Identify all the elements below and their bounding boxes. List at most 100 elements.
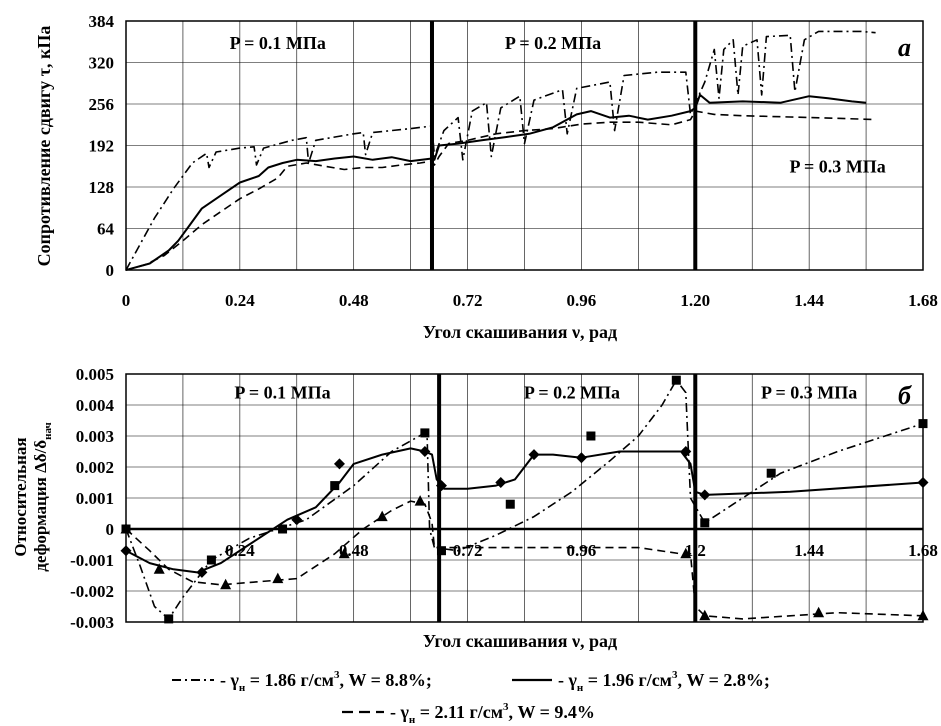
chart-a-grid (126, 21, 923, 270)
marker-diamond (495, 477, 507, 488)
marker-square (278, 524, 288, 534)
marker-square (700, 518, 710, 528)
chart-a-y-tick-labels: 0 64 128 192 256 320 384 (89, 12, 115, 280)
chart-a-panel-letter: a (898, 33, 911, 62)
x-tick-label: 1.44 (794, 541, 824, 560)
series-line-solid (125, 93, 867, 271)
marker-diamond (699, 489, 711, 501)
chart-a-series (125, 30, 876, 271)
marker-triangle (680, 547, 692, 559)
marker-diamond (333, 458, 345, 470)
chart-a-pressure-labels: P = 0.1 МПа P = 0.2 МПа P = 0.3 МПа (230, 33, 886, 176)
y-tick-label: 0.004 (76, 396, 115, 415)
x-tick-label: 1.68 (908, 291, 938, 310)
marker-triangle (120, 523, 132, 534)
marker-diamond (419, 446, 431, 457)
marker-triangle (699, 609, 711, 621)
chart-b-y-axis-label-sub: нач (42, 422, 54, 440)
x-tick-label: 0 (122, 291, 131, 310)
series-line-dashdot (125, 30, 876, 271)
marker-square (671, 375, 681, 385)
chart-a-x-axis-label: Угол скашивания ν, рад (423, 322, 617, 342)
y-tick-label: 0 (106, 261, 115, 280)
x-tick-label: 0.96 (567, 541, 597, 560)
x-tick-label: 0.48 (339, 541, 369, 560)
marker-square (505, 499, 515, 509)
chart-a-y-axis-label: Сопротивление сдвигу τ, кПа (34, 26, 54, 267)
chart-b-grid (126, 374, 923, 622)
marker-triangle (338, 547, 350, 559)
y-tick-label: 0.005 (76, 365, 114, 384)
marker-square (918, 419, 928, 429)
marker-diamond (528, 449, 540, 461)
marker-square (766, 468, 776, 478)
chart-a: 0 64 128 192 256 320 384 0 0.24 0.48 0.72 0.96 1.20… (34, 12, 938, 342)
x-tick-label: 1.2 (685, 541, 706, 560)
marker-diamond (680, 446, 692, 457)
x-tick-label: 1.68 (908, 541, 938, 560)
marker-square (420, 428, 430, 438)
x-tick-label: 0.72 (453, 541, 483, 560)
marker-diamond (291, 514, 303, 526)
pressure-label: P = 0.2 МПа (524, 383, 620, 403)
legend-label-1: - γн = 1.86 г/см3, W = 8.8%; (220, 669, 432, 694)
pressure-label: P = 0.1 МПа (230, 33, 326, 53)
marker-triangle (917, 609, 929, 621)
chart-b-panel-letter: б (898, 381, 912, 410)
y-tick-label: 64 (97, 220, 115, 239)
chart-b-y-tick-labels: -0.003 -0.002 -0.001 0 0.001 0.002 0.003 0.004 0… (70, 365, 114, 632)
marker-square (206, 555, 216, 565)
pressure-label: P = 0.3 МПа (789, 156, 885, 176)
pressure-label: P = 0.3 МПа (761, 383, 857, 403)
marker-square (586, 431, 596, 441)
chart-b-markers (120, 375, 929, 624)
y-tick-label: 320 (89, 54, 115, 73)
y-tick-label: -0.003 (70, 613, 114, 632)
marker-square (164, 614, 174, 624)
legend-item-3: - γн = 2.11 г/см3, W = 9.4% (342, 701, 595, 726)
y-tick-label: 128 (89, 178, 115, 197)
series-line-dashdot (125, 379, 924, 620)
pressure-label: P = 0.2 МПа (505, 33, 601, 53)
chart-a-pressure-dividers (429, 21, 698, 270)
chart-b: -0.003 -0.002 -0.001 0 0.001 0.002 0.003 0.004 0… (11, 365, 938, 651)
legend-item-2: - γн = 1.96 г/см3, W = 2.8%; (512, 669, 770, 694)
marker-diamond (196, 566, 208, 578)
y-tick-label: 256 (89, 95, 115, 114)
chart-b-pressure-dividers (437, 374, 698, 622)
marker-triangle (376, 510, 388, 522)
legend: - γн = 1.86 г/см3, W = 8.8%; - γн = 1.96… (172, 669, 770, 726)
x-tick-label: 0.96 (567, 291, 597, 310)
y-tick-label: 0.003 (76, 427, 114, 446)
legend-label-2: - γн = 1.96 г/см3, W = 2.8%; (558, 669, 770, 694)
y-tick-label: -0.002 (70, 582, 114, 601)
chart-b-x-axis-label: Угол скашивания ν, рад (423, 631, 617, 651)
legend-item-1: - γн = 1.86 г/см3, W = 8.8%; (172, 669, 432, 694)
marker-diamond (917, 477, 929, 488)
marker-square (330, 481, 340, 491)
series-line-dashed (125, 110, 876, 271)
marker-triangle (414, 495, 426, 506)
marker-diamond (575, 452, 587, 464)
chart-b-y-axis-label-line1: Относительная (11, 437, 30, 556)
x-tick-label: 1.44 (794, 291, 824, 310)
marker-diamond (120, 545, 132, 557)
x-tick-label: 0.72 (453, 291, 483, 310)
x-tick-label: 1.20 (680, 291, 710, 310)
chart-a-x-tick-labels: 0 0.24 0.48 0.72 0.96 1.20 1.44 1.68 (122, 291, 938, 310)
y-tick-label: 0 (106, 520, 115, 539)
x-tick-label: 0.24 (225, 541, 255, 560)
marker-triangle (272, 572, 284, 584)
chart-b-y-axis-label-line2: деформация Δδ/δнач (31, 422, 54, 571)
marker-diamond (435, 480, 447, 492)
y-tick-label: 192 (89, 137, 115, 156)
pressure-label: P = 0.1 МПа (234, 383, 330, 403)
y-tick-label: 0.001 (76, 489, 114, 508)
y-tick-label: -0.001 (70, 551, 114, 570)
y-tick-label: 384 (89, 12, 115, 31)
legend-label-3: - γн = 2.11 г/см3, W = 9.4% (390, 701, 595, 726)
x-tick-label: 0.48 (339, 291, 369, 310)
marker-triangle (813, 606, 825, 618)
marker-triangle (220, 578, 232, 590)
